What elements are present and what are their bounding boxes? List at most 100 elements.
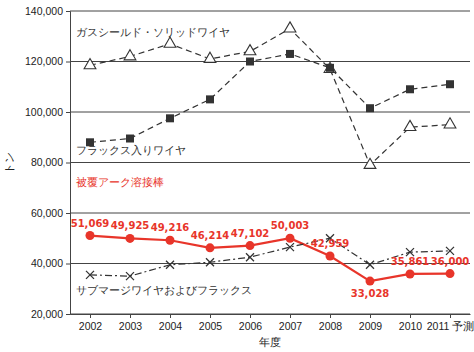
marker (446, 80, 454, 88)
x-tick-label: 2002 (79, 320, 103, 332)
marker (126, 272, 134, 280)
x-tick: 2002 (79, 314, 103, 332)
y-tick-mark (66, 163, 70, 164)
x-tick-label: 2009 (359, 320, 383, 332)
x-tick-mark (250, 314, 251, 318)
y-tick: 80,000 (31, 156, 70, 168)
marker (406, 269, 415, 278)
marker (206, 95, 214, 103)
data-label: 35,861 (391, 256, 430, 267)
marker (126, 135, 134, 143)
x-tick: 2007 (279, 314, 303, 332)
y-axis: 20,000 40,000 60,000 80,000 100,000 120,000 14… (25, 5, 70, 320)
y-tick-label: 20,000 (31, 308, 63, 320)
x-tick: 2010 (399, 314, 423, 332)
data-label: 42,959 (311, 238, 350, 249)
x-tick-label: 2008 (319, 320, 343, 332)
x-tick-mark (290, 314, 291, 318)
grid-line (70, 162, 470, 163)
x-tick: 2008 (319, 314, 343, 332)
marker (206, 243, 215, 252)
marker (284, 22, 296, 32)
y-tick: 140,000 (25, 5, 70, 17)
y-tick: 60,000 (31, 207, 70, 219)
marker (126, 234, 135, 243)
y-tick-label: 40,000 (31, 257, 63, 269)
x-tick: 2004 (159, 314, 183, 332)
series-line (90, 238, 450, 276)
marker (246, 58, 254, 66)
y-tick: 40,000 (31, 257, 70, 269)
x-tick-mark (170, 314, 171, 318)
y-tick-mark (66, 264, 70, 265)
grid-line (70, 213, 470, 214)
x-tick: 2009 (359, 314, 383, 332)
series-line (90, 236, 450, 282)
grid-line (70, 61, 470, 62)
marker (166, 236, 175, 245)
y-axis-line (66, 12, 71, 315)
y-tick-label: 100,000 (25, 106, 63, 118)
x-tick-mark (130, 314, 131, 318)
marker (366, 277, 375, 286)
marker (246, 241, 255, 250)
x-axis: 2002200320042005200620072008200920102011… (71, 314, 474, 332)
grid (70, 11, 470, 314)
data-label: 51,069 (71, 218, 110, 229)
series-line (90, 54, 450, 142)
marker (166, 261, 174, 269)
y-tick-mark (66, 62, 70, 63)
x-tick: 2005 (199, 314, 223, 332)
y-tick: 20,000 (31, 308, 70, 320)
y-axis-title: トン (3, 152, 16, 174)
x-tick-label: 2004 (159, 320, 183, 332)
marker (406, 248, 414, 256)
x-tick-mark (210, 314, 211, 318)
x-tick-mark (370, 314, 371, 318)
data-label: 33,028 (351, 288, 390, 299)
x-tick-mark (450, 314, 451, 318)
series-name: ガスシールド・ソリッドワイヤ (76, 26, 230, 39)
x-tick-mark (90, 314, 91, 318)
marker (404, 120, 416, 130)
marker (286, 50, 294, 58)
grid-line (70, 112, 470, 113)
marker (366, 261, 374, 269)
y-tick: 120,000 (25, 55, 70, 67)
marker (364, 158, 376, 168)
data-label: 49,216 (151, 222, 190, 233)
data-label: 47,102 (231, 228, 270, 239)
marker (204, 52, 216, 62)
data-label: 49,925 (111, 220, 150, 231)
x-tick-label: 2006 (239, 320, 263, 332)
labels: ガスシールド・ソリッドワイヤフラックス入りワイヤ51,06949,92549,2… (71, 26, 470, 299)
x-tick-mark (330, 314, 331, 318)
marker (286, 234, 295, 243)
y-tick-mark (66, 314, 70, 315)
grid-line (70, 11, 470, 12)
marker (246, 253, 254, 261)
data-label: 36,000 (431, 256, 470, 267)
x-tick: 2006 (239, 314, 263, 332)
series-name: 被覆アーク溶接棒 (76, 176, 164, 189)
marker (244, 45, 256, 55)
x-tick: 2003 (119, 314, 143, 332)
series-markers (86, 231, 455, 286)
marker (84, 58, 96, 68)
series-markers (86, 50, 454, 146)
x-axis-title: 年度 (259, 336, 281, 349)
marker (326, 64, 334, 72)
chart: 20,000 40,000 60,000 80,000 100,000 120,000 14… (0, 0, 474, 352)
x-tick-label: 2010 (399, 320, 423, 332)
marker (446, 247, 454, 255)
marker (444, 118, 456, 128)
y-tick-label: 140,000 (25, 5, 63, 17)
x-tick-label: 2007 (279, 320, 303, 332)
marker (446, 269, 455, 278)
series-markers (86, 234, 454, 280)
y-tick-label: 120,000 (25, 55, 63, 67)
marker (406, 85, 414, 93)
marker (166, 114, 174, 122)
series-name: サブマージワイヤおよびフラックス (76, 284, 252, 297)
marker (286, 243, 294, 251)
